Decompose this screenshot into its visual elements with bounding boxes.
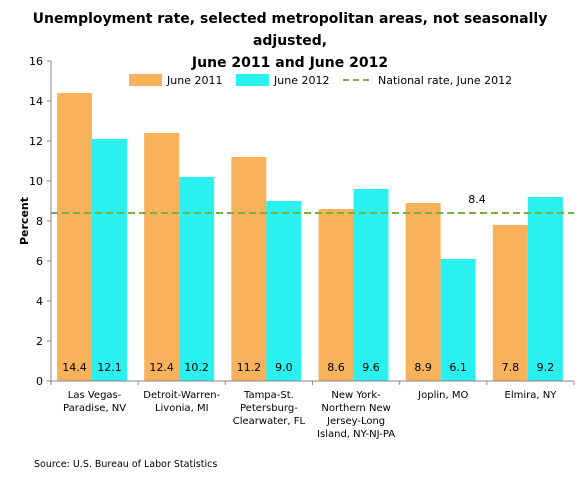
x-tick-label: Elmira, NY bbox=[505, 390, 558, 401]
y-tick-label: 12 bbox=[29, 135, 43, 148]
y-tick-label: 8 bbox=[36, 215, 43, 228]
bar-data-label: 8.6 bbox=[327, 361, 345, 374]
bar-series2-cat3 bbox=[266, 201, 302, 381]
y-tick-label: 14 bbox=[29, 95, 43, 108]
bar-data-label: 9.0 bbox=[275, 361, 293, 374]
x-tick-label: Northern New bbox=[321, 403, 390, 414]
x-tick-label: Las Vegas- bbox=[68, 390, 122, 401]
x-tick-label: Petersburg- bbox=[240, 403, 298, 414]
bar-series1-cat1 bbox=[57, 93, 92, 381]
y-tick-label: 6 bbox=[36, 255, 43, 268]
bar-data-label: 11.2 bbox=[237, 361, 262, 374]
bar-series1-cat6 bbox=[492, 225, 528, 381]
bar-data-label: 9.6 bbox=[362, 361, 380, 374]
legend-label-national-rate: National rate, June 2012 bbox=[378, 74, 512, 87]
bar-series2-cat5 bbox=[440, 259, 476, 381]
legend-swatch-june-2011 bbox=[129, 74, 162, 86]
bar-series1-cat2 bbox=[144, 133, 180, 381]
national-rate-label: 8.4 bbox=[468, 193, 486, 206]
bar-series2-cat2 bbox=[179, 177, 215, 381]
bar-data-label: 9.2 bbox=[537, 361, 555, 374]
chart-title: Unemployment rate, selected metropolitan… bbox=[0, 8, 580, 74]
chart-title-line1: Unemployment rate, selected metropolitan… bbox=[32, 11, 548, 49]
bar-series1-cat5 bbox=[405, 203, 441, 381]
bar-series2-cat4 bbox=[353, 189, 389, 381]
x-tick-label: Livonia, MI bbox=[155, 403, 209, 414]
bar-data-label: 7.8 bbox=[502, 361, 520, 374]
bar-series2-cat1 bbox=[92, 139, 127, 381]
x-tick-label: Detroit-Warren- bbox=[143, 390, 220, 401]
y-axis-title: Percent bbox=[18, 197, 31, 245]
legend-label-june-2011: June 2011 bbox=[166, 74, 222, 87]
x-tick-label: Clearwater, FL bbox=[233, 416, 306, 427]
bar-data-label: 12.1 bbox=[97, 361, 122, 374]
x-tick-label: Island, NY-NJ-PA bbox=[317, 429, 395, 440]
bar-data-label: 14.4 bbox=[62, 361, 87, 374]
bar-series1-cat3 bbox=[231, 157, 267, 381]
bar-series2-cat6 bbox=[527, 197, 563, 381]
bar-series1-cat4 bbox=[318, 209, 354, 381]
x-tick-label: Joplin, MO bbox=[417, 390, 468, 401]
bar-data-label: 6.1 bbox=[449, 361, 467, 374]
y-tick-label: 2 bbox=[36, 335, 43, 348]
y-tick-label: 4 bbox=[36, 295, 43, 308]
bar-data-label: 8.9 bbox=[414, 361, 432, 374]
x-tick-label: Tampa-St. bbox=[243, 390, 294, 401]
chart-title-line2: June 2011 and June 2012 bbox=[191, 55, 389, 71]
bar-data-label: 12.4 bbox=[149, 361, 174, 374]
bar-data-label: 10.2 bbox=[184, 361, 209, 374]
y-tick-label: 10 bbox=[29, 175, 43, 188]
y-tick-label: 0 bbox=[36, 375, 43, 388]
source-note: Source: U.S. Bureau of Labor Statistics bbox=[34, 459, 218, 470]
legend-label-june-2012: June 2012 bbox=[273, 74, 329, 87]
x-tick-label: Paradise, NV bbox=[63, 403, 126, 414]
x-tick-label: New York- bbox=[331, 390, 381, 401]
y-tick-label: 16 bbox=[29, 55, 43, 68]
legend-swatch-june-2012 bbox=[236, 74, 269, 86]
x-tick-label: Jersey-Long bbox=[326, 416, 385, 427]
